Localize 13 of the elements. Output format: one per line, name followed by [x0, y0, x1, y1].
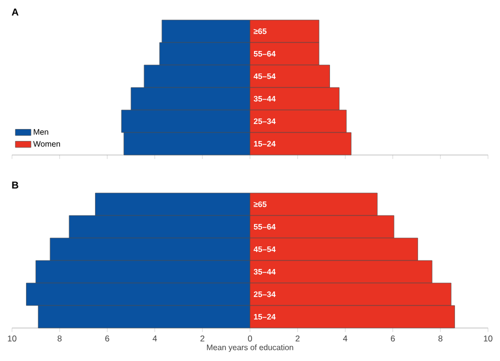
chart-title: B — [12, 182, 18, 188]
x-tick-label: 2 — [200, 336, 204, 342]
x-tick-label: 4 — [343, 336, 348, 342]
chart-title: A — [12, 8, 18, 16]
x-tick-label: 8 — [58, 336, 62, 342]
x-tick-label: 0 — [248, 336, 252, 342]
x-tick-label: 6 — [105, 336, 110, 342]
x-tick-label: 4 — [152, 336, 157, 342]
x-tick-label: 10 — [484, 336, 492, 342]
x-tick-label: 2 — [296, 336, 300, 342]
x-tick-label: 6 — [390, 336, 395, 342]
x-tick-label: 8 — [438, 336, 442, 342]
x-tick-label: 10 — [8, 336, 16, 342]
